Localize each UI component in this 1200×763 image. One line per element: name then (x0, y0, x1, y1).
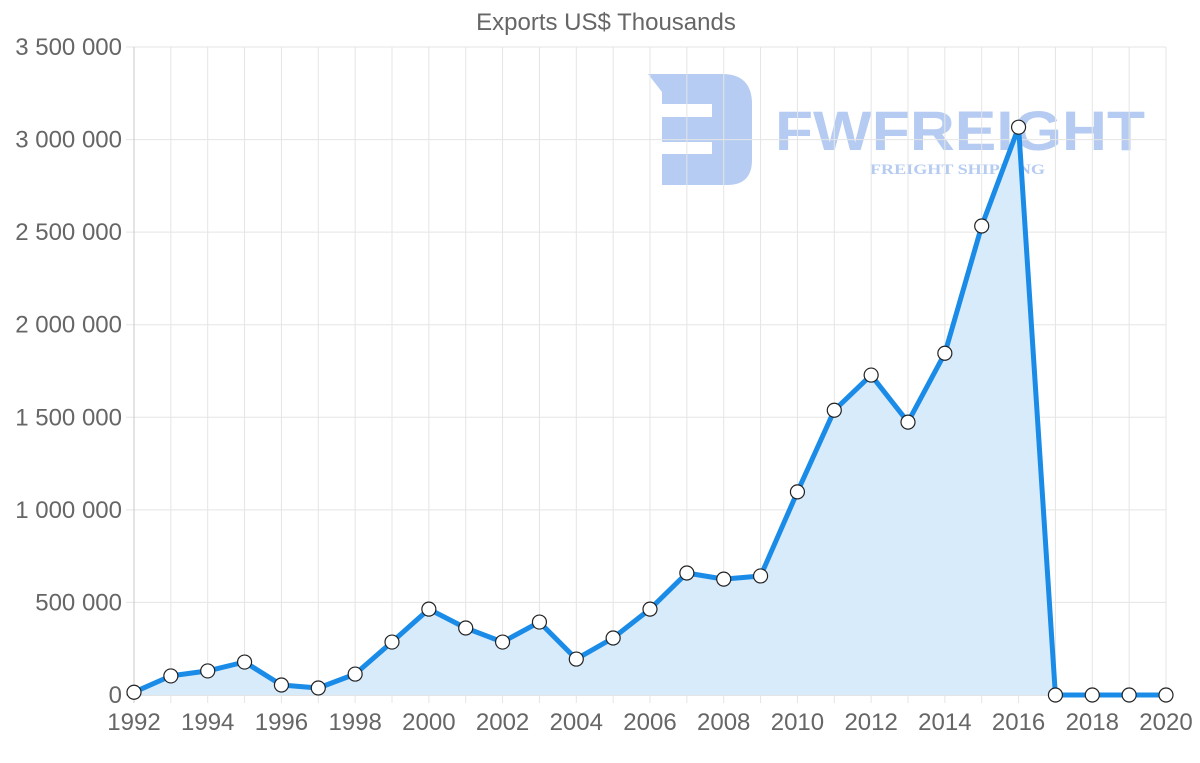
y-tick-label: 2 500 000 (15, 219, 122, 246)
y-tick-label: 3 500 000 (15, 34, 122, 61)
data-point-marker (937, 345, 953, 361)
x-tick-label: 1994 (181, 709, 234, 736)
data-point-marker (236, 654, 253, 670)
x-tick-label: 2000 (402, 709, 455, 736)
data-point-marker (605, 630, 621, 646)
data-point-marker (568, 651, 584, 667)
data-point-marker (752, 568, 769, 584)
x-axis-ticks: 1992 1994 1996 1998 2000 2002 2004 2006 2008 2010… (107, 709, 1192, 736)
data-point-marker (1010, 119, 1027, 135)
data-points (126, 119, 1174, 703)
data-point-marker (347, 666, 363, 682)
x-tick-label: 2012 (844, 709, 897, 736)
x-tick-label: 2002 (476, 709, 529, 736)
data-point-marker (1084, 687, 1100, 703)
x-tick-label: 2008 (697, 709, 750, 736)
y-axis-ticks: 0 500 000 1 000 000 1 500 000 2 000 000 2 500… (15, 34, 122, 709)
x-tick-label: 1998 (328, 709, 381, 736)
y-tick-label: 0 (109, 682, 122, 709)
data-point-marker (273, 677, 290, 693)
data-point-marker (826, 402, 842, 418)
fwfreight-logo-icon (648, 74, 752, 185)
data-point-marker (1158, 687, 1174, 703)
x-tick-label: 2004 (550, 709, 603, 736)
data-point-marker (679, 565, 695, 581)
data-point-marker (200, 663, 216, 679)
x-tick-label: 2006 (623, 709, 676, 736)
y-tick-label: 1 000 000 (15, 497, 122, 524)
data-point-marker (531, 614, 548, 630)
data-point-marker (163, 668, 179, 684)
data-point-marker (974, 218, 990, 234)
data-point-marker (126, 684, 142, 700)
data-point-marker (1121, 687, 1137, 703)
data-point-marker (900, 414, 916, 430)
x-tick-label: 2016 (992, 709, 1045, 736)
y-tick-label: 3 000 000 (15, 127, 122, 154)
series-area-fill (134, 127, 1166, 695)
data-point-marker (494, 634, 511, 650)
grid-lines (126, 46, 1167, 703)
data-point-marker (458, 620, 474, 636)
x-tick-label: 1992 (107, 709, 160, 736)
data-point-marker (789, 484, 806, 500)
data-point-marker (716, 571, 732, 587)
data-point-marker (384, 634, 400, 650)
x-tick-label: 2020 (1139, 709, 1192, 736)
data-point-marker (421, 601, 437, 617)
data-point-marker (1047, 687, 1064, 703)
y-tick-label: 500 000 (35, 589, 122, 616)
watermark-brand: FWFREIGHT (775, 99, 1145, 162)
chart-title: Exports US$ Thousands (476, 9, 736, 36)
fwfreight-watermark: FWFREIGHT FREIGHT SHIPPING (648, 74, 1145, 185)
x-tick-label: 2014 (918, 709, 971, 736)
x-tick-label: 1996 (255, 709, 308, 736)
x-tick-label: 2018 (1066, 709, 1119, 736)
y-tick-label: 1 500 000 (15, 404, 122, 431)
data-point-marker (310, 680, 326, 696)
x-tick-label: 2010 (771, 709, 824, 736)
data-point-marker (863, 367, 879, 383)
y-tick-label: 2 000 000 (15, 312, 122, 339)
data-point-marker (642, 601, 658, 617)
